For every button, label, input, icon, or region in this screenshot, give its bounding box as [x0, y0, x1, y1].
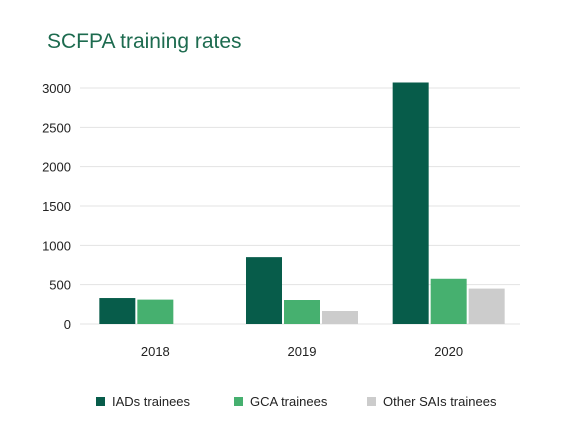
bar-other-sais-trainees-2019 — [322, 311, 358, 324]
legend-label: Other SAIs trainees — [383, 394, 497, 409]
x-tick-label: 2020 — [434, 344, 463, 359]
x-tick-label: 2019 — [288, 344, 317, 359]
bar-iads-trainees-2018 — [99, 298, 136, 324]
bars — [99, 82, 505, 324]
x-axis: 2018 2019 2020 — [141, 344, 463, 359]
legend-swatch — [96, 397, 105, 406]
legend: IADs trainees GCA trainees Other SAIs trai… — [96, 394, 497, 409]
legend-label: IADs trainees — [112, 394, 191, 409]
y-tick-label: 1000 — [42, 238, 71, 253]
bar-iads-trainees-2019 — [246, 257, 282, 324]
legend-label: GCA trainees — [250, 394, 328, 409]
x-tick-label: 2018 — [141, 344, 170, 359]
bar-other-sais-trainees-2020 — [468, 288, 505, 324]
bar-iads-trainees-2020 — [392, 82, 429, 324]
bar-gca-trainees-2020 — [430, 278, 467, 324]
y-tick-label: 3000 — [42, 81, 71, 96]
chart-title: SCFPA training rates — [47, 30, 242, 53]
y-tick-label: 2000 — [42, 160, 71, 175]
y-tick-label: 1500 — [42, 199, 71, 214]
y-tick-label: 0 — [64, 317, 71, 332]
bar-gca-trainees-2018 — [137, 299, 174, 324]
y-tick-label: 2500 — [42, 120, 71, 135]
legend-swatch — [367, 397, 376, 406]
y-axis: 0 500 1000 1500 2000 2500 3000 — [42, 81, 71, 332]
bar-gca-trainees-2019 — [284, 300, 320, 324]
legend-swatch — [234, 397, 243, 406]
y-tick-label: 500 — [49, 278, 71, 293]
